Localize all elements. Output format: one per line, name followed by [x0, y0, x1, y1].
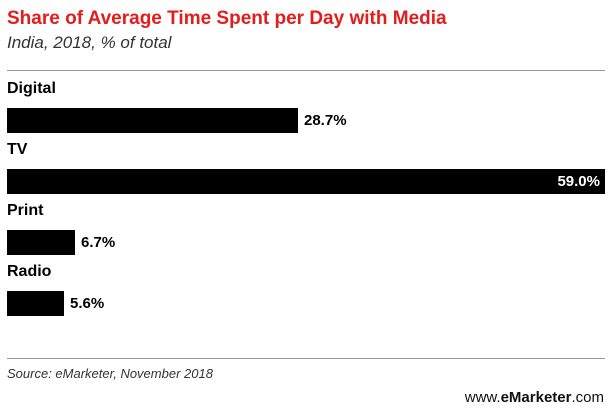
top-divider: [7, 70, 605, 71]
value-label-tv: 59.0%: [557, 173, 600, 190]
bar-radio: [7, 291, 64, 316]
chart-subtitle: India, 2018, % of total: [7, 33, 172, 52]
value-label-print: 6.7%: [81, 234, 116, 251]
brand-name: eMarketer: [500, 389, 572, 406]
bar-tv: [7, 169, 605, 194]
source-note: Source: eMarketer, November 2018: [7, 366, 213, 381]
bar-print: [7, 230, 75, 255]
bottom-divider: [7, 358, 605, 359]
category-label-tv: TV: [7, 141, 28, 158]
brand-suffix: .com: [571, 389, 604, 406]
value-label-radio: 5.6%: [70, 295, 105, 312]
value-label-digital: 28.7%: [304, 112, 347, 129]
brand-prefix: www.: [464, 389, 501, 406]
bar-digital: [7, 108, 298, 133]
category-label-digital: Digital: [7, 80, 56, 97]
brand-link[interactable]: www.eMarketer.com: [465, 389, 604, 406]
category-label-print: Print: [7, 202, 44, 219]
category-label-radio: Radio: [7, 263, 52, 280]
chart-title: Share of Average Time Spent per Day with…: [7, 8, 447, 29]
